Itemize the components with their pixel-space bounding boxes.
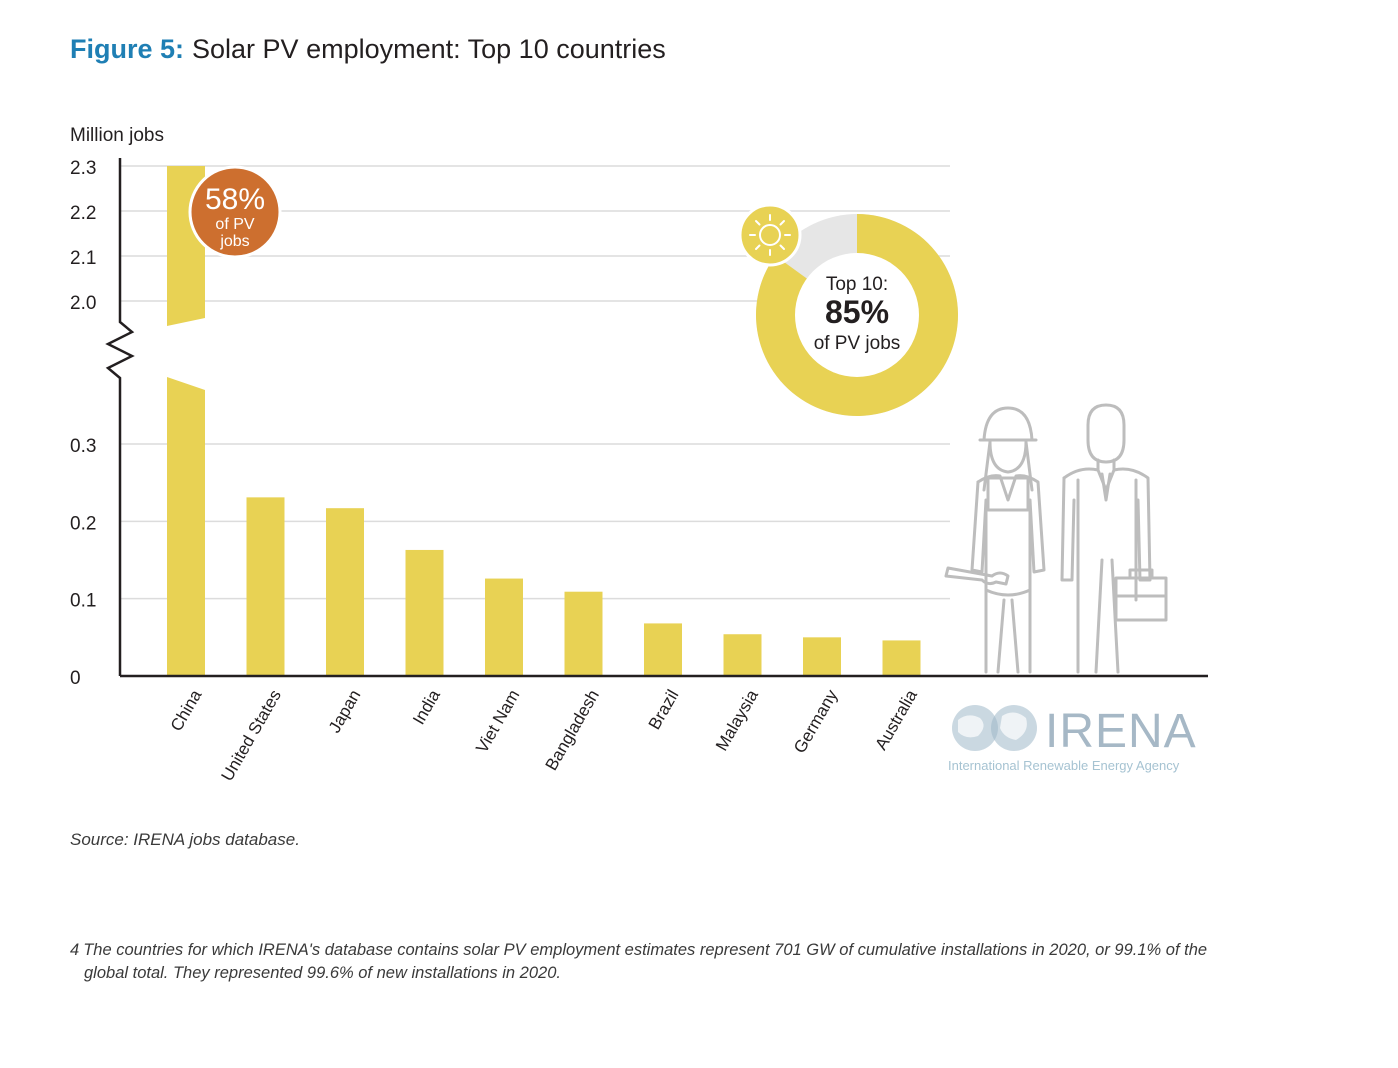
- bar: [246, 497, 285, 676]
- y-tick-label: 2.1: [70, 248, 96, 269]
- figure-title-text: Solar PV employment: Top 10 countries: [192, 34, 666, 64]
- y-axis: [105, 158, 135, 676]
- y-tick-label: 2.2: [70, 203, 96, 224]
- donut-line1: Top 10:: [826, 274, 888, 295]
- y-tick-label: 2.3: [70, 158, 96, 179]
- bar: [644, 623, 682, 676]
- footnote-text-cont: global total. They represented 99.6% of …: [84, 964, 561, 982]
- bar: [405, 549, 444, 676]
- source-note: Source: IRENA jobs database.: [70, 830, 300, 849]
- x-tick-label: Brazil: [645, 687, 683, 733]
- y-tick-label: 2.0: [70, 293, 96, 314]
- callout-value: 58%: [205, 183, 265, 216]
- x-tick-label: Malaysia: [712, 686, 762, 754]
- bar: [803, 637, 841, 676]
- x-tick-label: Australia: [871, 686, 921, 753]
- footnote-text: The countries for which IRENA's database…: [83, 941, 1208, 959]
- figure-label: Figure 5:: [70, 34, 185, 64]
- callout-line1: of PV: [215, 216, 254, 233]
- workers-illustration: [944, 403, 1168, 674]
- y-tick-label: 0.3: [70, 436, 96, 457]
- x-tick-label: Bangladesh: [542, 687, 603, 774]
- footnote-number: 4: [70, 941, 80, 959]
- x-tick-label: India: [409, 686, 444, 728]
- callout-circle: [188, 165, 282, 259]
- sun-icon: [738, 203, 802, 267]
- top10-donut: Top 10: 85% of PV jobs: [738, 203, 958, 416]
- globe-icon: [952, 705, 1037, 751]
- y-tick-labels: 0 0.1 0.2 0.3 2.0 2.1 2.2 2.3: [70, 158, 96, 689]
- x-tick-label: Viet Nam: [472, 687, 523, 757]
- irena-logo: IRENA International Renewable Energy Age…: [948, 705, 1197, 773]
- y-axis-label: Million jobs: [70, 125, 164, 146]
- bar: [723, 634, 762, 676]
- logo-subtitle: International Renewable Energy Agency: [948, 758, 1180, 773]
- callout-line2: jobs: [219, 233, 249, 250]
- x-tick-label: China: [167, 686, 206, 734]
- bar: [167, 377, 205, 676]
- footnote: 4 The countries for which IRENA's databas…: [70, 939, 1330, 985]
- bar: [882, 640, 921, 676]
- axes: [105, 158, 1208, 678]
- y-tick-label: 0.1: [70, 591, 96, 612]
- figure-title: Figure 5: Solar PV employment: Top 10 cou…: [70, 34, 666, 65]
- x-tick-label: Germany: [790, 686, 842, 756]
- donut-line2: of PV jobs: [814, 333, 901, 354]
- x-tick-labels: China United States Japan India Viet Nam Bang…: [167, 686, 921, 784]
- bar: [326, 508, 364, 676]
- donut-value: 85%: [825, 294, 889, 330]
- engineer-figure: [944, 406, 1046, 674]
- donut-hole: [795, 253, 919, 377]
- x-tick-label: Japan: [325, 687, 365, 737]
- china-share-callout: 58% of PV jobs: [188, 165, 282, 259]
- y-tick-label: 0: [70, 668, 81, 689]
- x-tick-label: United States: [217, 687, 284, 785]
- bar: [485, 578, 523, 676]
- businessman-figure: [1060, 403, 1168, 674]
- bar: [564, 591, 603, 676]
- logo-name: IRENA: [1045, 705, 1197, 758]
- y-tick-label: 0.2: [70, 513, 96, 534]
